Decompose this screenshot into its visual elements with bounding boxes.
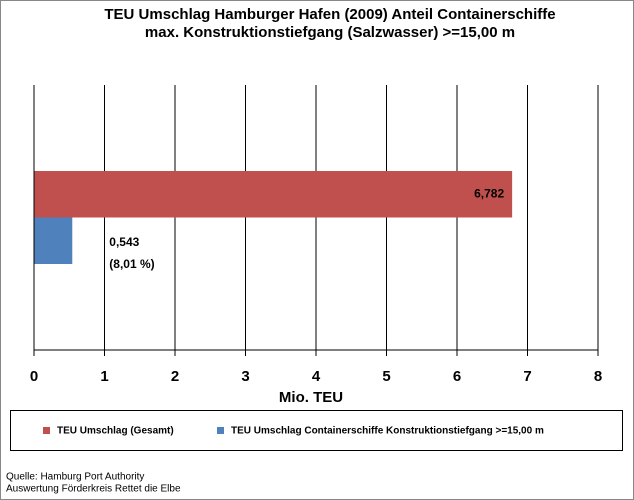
legend-swatch	[217, 427, 224, 434]
x-tick-label: 8	[594, 368, 602, 385]
source-note: Auswertung Förderkreis Rettet die Elbe	[6, 484, 181, 495]
x-tick-label: 6	[453, 368, 461, 385]
legend-label: TEU Umschlag Containerschiffe Konstrukti…	[231, 426, 544, 437]
chart-title: TEU Umschlag Hamburger Hafen (2009) Ante…	[104, 6, 555, 23]
data-label: 6,782	[474, 186, 504, 200]
x-tick-label: 7	[523, 368, 531, 385]
x-tick-label: 2	[171, 368, 179, 385]
legend-box	[10, 410, 623, 451]
source-note: Quelle: Hamburg Port Authority	[6, 472, 144, 483]
legend-swatch	[43, 427, 50, 434]
x-tick-label: 1	[100, 368, 108, 385]
bar	[34, 217, 73, 264]
x-tick-label: 4	[312, 368, 321, 385]
bar	[34, 171, 513, 218]
x-tick-label: 0	[30, 368, 38, 385]
legend-label: TEU Umschlag (Gesamt)	[57, 426, 174, 437]
x-axis-title: Mio. TEU	[279, 389, 343, 406]
x-tick-label: 3	[241, 368, 249, 385]
x-tick-label: 5	[382, 368, 390, 385]
annotation: (8,01 %)	[109, 257, 154, 271]
chart-title: max. Konstruktionstiefgang (Salzwasser) …	[145, 24, 515, 41]
data-label: 0,543	[109, 235, 139, 249]
